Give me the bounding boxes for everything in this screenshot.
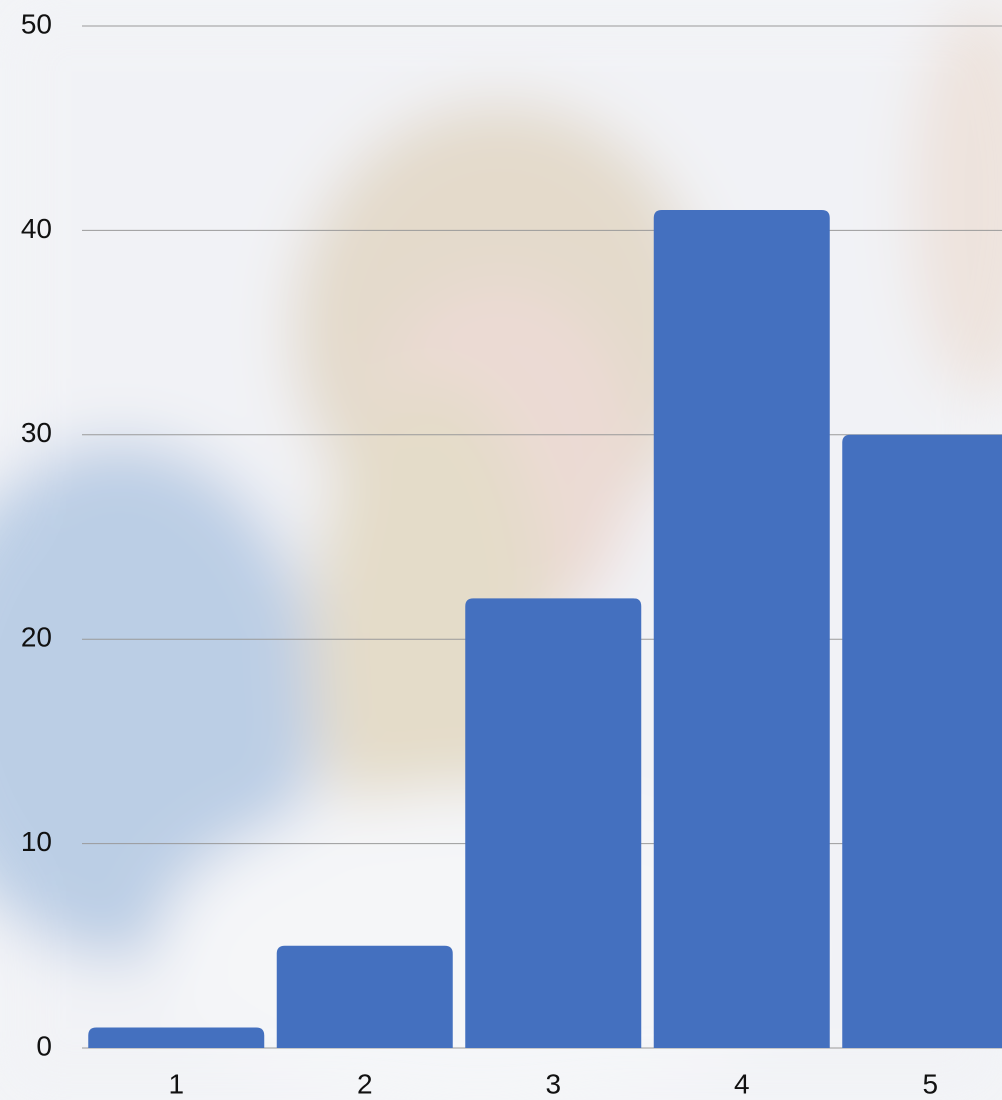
bar [653,209,830,1048]
x-tick-label: 5 [922,1068,938,1099]
y-tick-label: 30 [21,417,52,448]
y-tick-label: 0 [36,1030,52,1061]
y-tick-label: 10 [21,826,52,857]
bar [842,434,1002,1048]
x-tick-label: 3 [545,1068,561,1099]
bar [276,945,453,1048]
y-tick-label: 40 [21,213,52,244]
bar [88,1027,265,1048]
y-tick-label: 20 [21,622,52,653]
x-tick-label: 2 [357,1068,373,1099]
x-tick-label: 4 [734,1068,750,1099]
y-tick-label: 50 [21,8,52,39]
x-tick-label: 1 [168,1068,184,1099]
bar [465,598,642,1048]
